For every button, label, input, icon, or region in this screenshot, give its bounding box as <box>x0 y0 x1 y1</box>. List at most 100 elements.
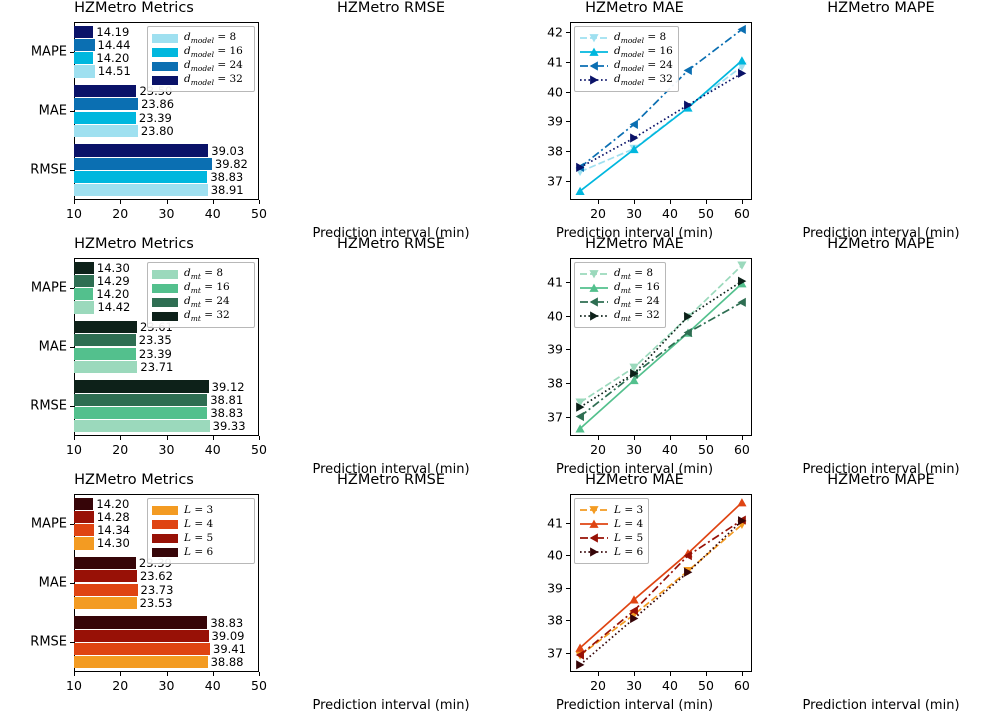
legend-line-2 <box>579 532 609 544</box>
legend-item-2[interactable]: dmt = 24 <box>579 295 660 309</box>
rmse-xtick-label-3: 50 <box>698 678 714 693</box>
legend-item-2[interactable]: L = 5 <box>579 531 643 545</box>
rmse-ytick-mark-5 <box>566 32 570 34</box>
rmse-ytick-label-3: 40 <box>547 84 563 100</box>
bar-category-label-mape-row2: MAPE <box>30 280 67 296</box>
mae-xaxis-label-row1: Prediction interval (min) <box>555 226 714 241</box>
rmse-xtick-mark-2 <box>669 672 671 676</box>
bar-xtick-label-4: 50 <box>251 206 267 221</box>
bar-xtick-label-4: 50 <box>251 678 267 693</box>
legend-item-3[interactable]: dmt = 32 <box>152 309 249 323</box>
legend-item-1[interactable]: dmt = 16 <box>152 281 249 295</box>
legend-rmse-row1: dmodel = 8 dmodel = 16 dmodel = 24 dmodel =… <box>574 26 679 92</box>
bar-value-mae-s1: 23.39 <box>138 110 172 125</box>
legend-item-2[interactable]: dmodel = 24 <box>579 59 673 73</box>
bar-mae-s3 <box>74 557 136 570</box>
rmse-xaxis-label-row2: Prediction interval (min) <box>312 462 470 477</box>
bar-xtick-label-3: 40 <box>204 206 221 221</box>
bar-category-label-rmse-row3: RMSE <box>30 634 67 650</box>
legend-rmse-row2: dmt = 8 dmt = 16 dmt = 24 dmt = 32 <box>574 262 666 328</box>
legend-item-0[interactable]: L = 3 <box>152 503 249 517</box>
legend-item-2[interactable]: dmt = 24 <box>152 295 249 309</box>
legend-item-3[interactable]: dmt = 32 <box>579 309 660 323</box>
legend-item-0[interactable]: L = 3 <box>579 503 643 517</box>
rmse-xtick-mark-4 <box>741 672 743 676</box>
bar-mape-s0 <box>74 65 95 78</box>
bar-category-label-mae-row1: MAE <box>38 103 67 119</box>
bar-xtick-label-0: 10 <box>66 678 82 693</box>
legend-label-2: dmt = 24 <box>184 294 230 310</box>
bar-mape-s1 <box>74 524 95 537</box>
rmse-ytick-mark-4 <box>566 522 570 524</box>
mape-xaxis-label-row1: Prediction interval (min) <box>802 226 960 241</box>
panel-rmse-row2: HZMetro RMSE 20 30 40 50 60 37 38 39 40 41 Predicti… <box>268 236 752 477</box>
rmse-ytick-label-1: 38 <box>547 375 563 391</box>
legend-item-3[interactable]: dmodel = 32 <box>579 73 673 87</box>
rmse-ytick-label-5: 42 <box>547 24 563 40</box>
legend-label-1: dmt = 16 <box>614 280 660 296</box>
rmse-xtick-label-1: 30 <box>626 678 642 693</box>
bar-value-mae-s1: 23.73 <box>140 582 174 597</box>
bar-mae-s0 <box>74 360 138 373</box>
legend-item-0[interactable]: dmt = 8 <box>152 267 249 281</box>
rmse-ytick-mark-0 <box>566 180 570 182</box>
legend-item-1[interactable]: L = 4 <box>579 517 643 531</box>
rmse-xtick-label-1: 30 <box>626 206 642 221</box>
bar-value-mae-s2: 23.35 <box>138 333 172 348</box>
mape-xaxis-label-row2: Prediction interval (min) <box>802 462 960 477</box>
rmse-ytick-label-2: 39 <box>547 113 563 129</box>
panel-title-rmse-row3: HZMetro RMSE <box>336 472 446 488</box>
bar-xtick-mark-2 <box>166 200 168 204</box>
bar-ytick-mark-1 <box>70 347 74 348</box>
legend-item-1[interactable]: dmt = 16 <box>579 281 660 295</box>
rmse-ytick-mark-2 <box>566 587 570 589</box>
bar-value-rmse-s3: 38.83 <box>210 615 244 630</box>
bar-value-mape-s3: 14.30 <box>96 260 130 275</box>
rmse-ytick-label-1: 38 <box>547 612 563 628</box>
rmse-ytick-mark-0 <box>566 653 570 655</box>
legend-item-3[interactable]: dmodel = 32 <box>152 73 249 87</box>
legend-swatch-1 <box>152 47 178 57</box>
legend-item-1[interactable]: L = 4 <box>152 517 249 531</box>
bar-value-mae-s0: 23.80 <box>140 123 174 138</box>
bar-mape-s1 <box>74 288 94 301</box>
legend-item-1[interactable]: dmodel = 16 <box>152 45 249 59</box>
legend-swatch-3 <box>152 547 178 557</box>
panel-title-mape-row2: HZMetro MAPE <box>827 236 935 252</box>
panel-rmse-row3: HZMetro RMSE 20 30 40 50 60 37 38 39 40 41 Predicti… <box>268 472 752 711</box>
bar-rmse-s3 <box>74 144 209 157</box>
legend-label-1: dmodel = 16 <box>614 44 673 60</box>
chart-row-3: HZMetro Metrics 10 20 30 40 50 RMSE 38.83 39.09 3… <box>0 472 1007 711</box>
bar-xtick-label-2: 30 <box>158 206 175 221</box>
legend-item-0[interactable]: dmodel = 8 <box>152 31 249 45</box>
rmse-xtick-label-4: 60 <box>733 678 750 693</box>
bar-mae-s3 <box>74 85 137 98</box>
legend-item-3[interactable]: L = 6 <box>152 545 249 559</box>
legend-item-1[interactable]: dmodel = 16 <box>579 45 673 59</box>
legend-item-2[interactable]: dmodel = 24 <box>152 59 249 73</box>
rmse-ytick-mark-3 <box>566 91 570 93</box>
legend-item-0[interactable]: dmt = 8 <box>579 267 660 281</box>
legend-label-3: dmodel = 32 <box>184 72 243 88</box>
legend-item-3[interactable]: L = 6 <box>579 545 643 559</box>
legend-label-3: L = 6 <box>614 546 644 558</box>
rmse-xtick-mark-0 <box>598 672 600 676</box>
panel-mae-row1: HZMetro MAE203040506022.523.023.524.024.… <box>514 0 755 241</box>
legend-item-0[interactable]: dmodel = 8 <box>579 31 673 45</box>
rmse-xtick-mark-0 <box>598 436 600 440</box>
rmse-xtick-mark-0 <box>598 200 600 204</box>
bar-xtick-label-2: 30 <box>158 678 175 693</box>
series-layer-rmse-row2 <box>575 261 747 433</box>
bar-rmse-s2 <box>74 157 212 170</box>
rmse-ytick-label-0: 37 <box>547 409 563 425</box>
series-layer-rmse-row3 <box>575 498 747 670</box>
legend-item-2[interactable]: L = 5 <box>152 531 249 545</box>
bar-rmse-s3 <box>74 380 209 393</box>
legend-swatch-2 <box>152 533 178 543</box>
bar-value-rmse-s1: 38.83 <box>210 405 244 420</box>
legend-rmse-row3: L = 3 L = 4 L = 5 L = 6 <box>574 498 650 564</box>
bar-value-mape-s1: 14.20 <box>96 51 130 66</box>
legend-line-1 <box>579 282 609 294</box>
bar-rmse-s0 <box>74 420 210 433</box>
mape-xaxis-label-row3: Prediction interval (min) <box>802 698 960 711</box>
